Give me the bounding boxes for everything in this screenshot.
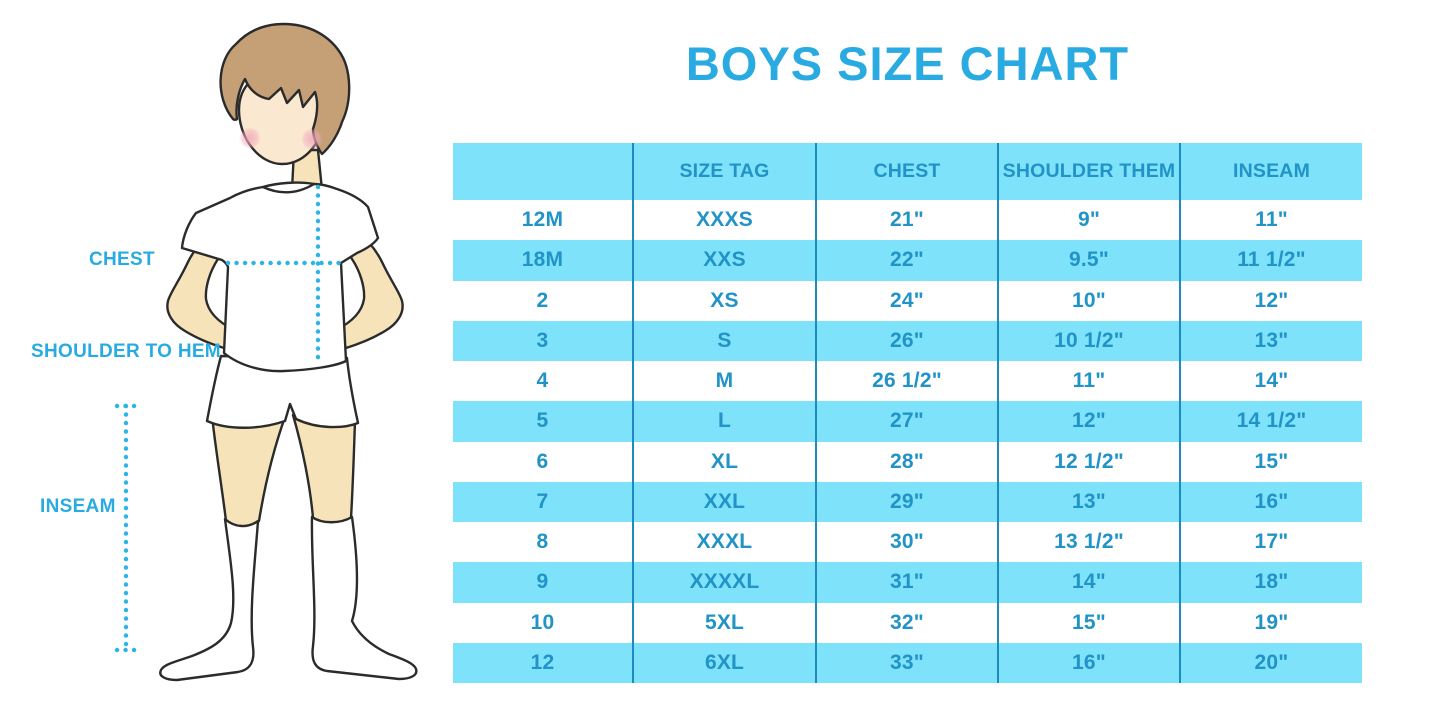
table-cell: 10" <box>997 280 1179 321</box>
row-label-cell: 10 <box>530 610 555 634</box>
table-cell: 13 1/2" <box>997 522 1179 563</box>
table-cell: 12 1/2" <box>997 441 1179 482</box>
blush-right <box>301 128 323 150</box>
table-cell: 26 1/2" <box>815 361 997 402</box>
right-sock <box>310 515 418 681</box>
row-label-cell: 9 <box>453 562 632 603</box>
row-label-cell: 3 <box>453 320 632 361</box>
t-shirt <box>180 181 380 373</box>
table-cell: 22" <box>815 240 997 281</box>
table-cell: 16" <box>1179 481 1362 522</box>
table-cell: 21" <box>815 200 997 241</box>
row-label-cell: 7 <box>453 481 632 522</box>
table-cell: XXXL <box>632 522 815 563</box>
boy-illustration <box>114 22 418 682</box>
table-cell: 11" <box>1179 200 1362 241</box>
header-cell-blank <box>453 143 632 200</box>
table-cell: 13" <box>997 481 1179 522</box>
table-cell: 12" <box>997 401 1179 442</box>
table-cell: M <box>632 361 815 402</box>
blush-left <box>239 127 261 149</box>
header-cell-size-tag: SIZE TAG <box>632 143 815 200</box>
table-cell: 10 1/2" <box>997 320 1179 361</box>
table-cell: 14 1/2" <box>1179 401 1362 442</box>
table-cell: 13" <box>1179 320 1362 361</box>
collar-line <box>261 182 316 194</box>
table-cell: 27" <box>815 401 997 442</box>
table-cell: XXL <box>632 481 815 522</box>
header-cell-shoulder-them: SHOULDER THEM <box>997 143 1179 200</box>
left-leg <box>210 414 287 528</box>
table-cell: 28" <box>815 441 997 482</box>
table-cell: 17" <box>1179 522 1362 563</box>
row-label-cell: 12 <box>453 642 632 683</box>
inseam-label: INSEAM <box>40 496 116 517</box>
table-cell: 12" <box>1179 280 1362 321</box>
chest-label: CHEST <box>89 249 155 270</box>
row-label-cell: 6 <box>536 449 549 473</box>
table-cell: 11" <box>997 361 1179 402</box>
table-cell: 15" <box>997 602 1179 643</box>
header-cell-chest: CHEST <box>815 143 997 200</box>
row-label-cell: 12M <box>521 208 564 232</box>
row-label-cell: 18M <box>453 240 632 281</box>
shoulder-to-hem-label: SHOULDER TO HEM <box>31 341 221 362</box>
right-leg <box>291 413 357 525</box>
table-cell: 9.5" <box>997 240 1179 281</box>
table-cell: S <box>632 320 815 361</box>
row-label-cell: 2 <box>536 288 549 312</box>
table-cell: 31" <box>815 562 997 603</box>
table-cell: 18" <box>1179 562 1362 603</box>
row-label-cell: 8 <box>536 530 549 554</box>
table-cell: XL <box>632 441 815 482</box>
table-cell: 6XL <box>632 642 815 683</box>
table-cell: L <box>632 401 815 442</box>
table-cell: 20" <box>1179 642 1362 683</box>
table-cell: XXXXL <box>632 562 815 603</box>
table-cell: 33" <box>815 642 997 683</box>
left-sock <box>159 517 260 682</box>
shorts <box>205 354 360 429</box>
table-cell: 32" <box>815 602 997 643</box>
table-cell: XXS <box>632 240 815 281</box>
table-cell: XXXS <box>632 200 815 241</box>
table-cell: 16" <box>997 642 1179 683</box>
row-label-cell: 4 <box>536 369 549 393</box>
table-cell: 26" <box>815 320 997 361</box>
table-cell: 14" <box>997 562 1179 603</box>
right-arm <box>328 222 404 350</box>
table-cell: 30" <box>815 522 997 563</box>
table-cell: 9" <box>997 200 1179 241</box>
table-cell: 11 1/2" <box>1179 240 1362 281</box>
page-title: BOYS SIZE CHART <box>685 37 1130 90</box>
table-cell: 15" <box>1179 441 1362 482</box>
hair <box>219 22 351 156</box>
table-cell: 24" <box>815 280 997 321</box>
table-cell: 19" <box>1179 602 1362 643</box>
table-cell: 14" <box>1179 361 1362 402</box>
size-table: SIZE TAG CHEST SHOULDER THEM INSEAM 12M XXXS 2… <box>453 143 1362 683</box>
header-cell-inseam: INSEAM <box>1179 143 1362 200</box>
row-label-cell: 5 <box>453 401 632 442</box>
table-cell: 29" <box>815 481 997 522</box>
table-cell: XS <box>632 280 815 321</box>
table-cell: 5XL <box>632 602 815 643</box>
